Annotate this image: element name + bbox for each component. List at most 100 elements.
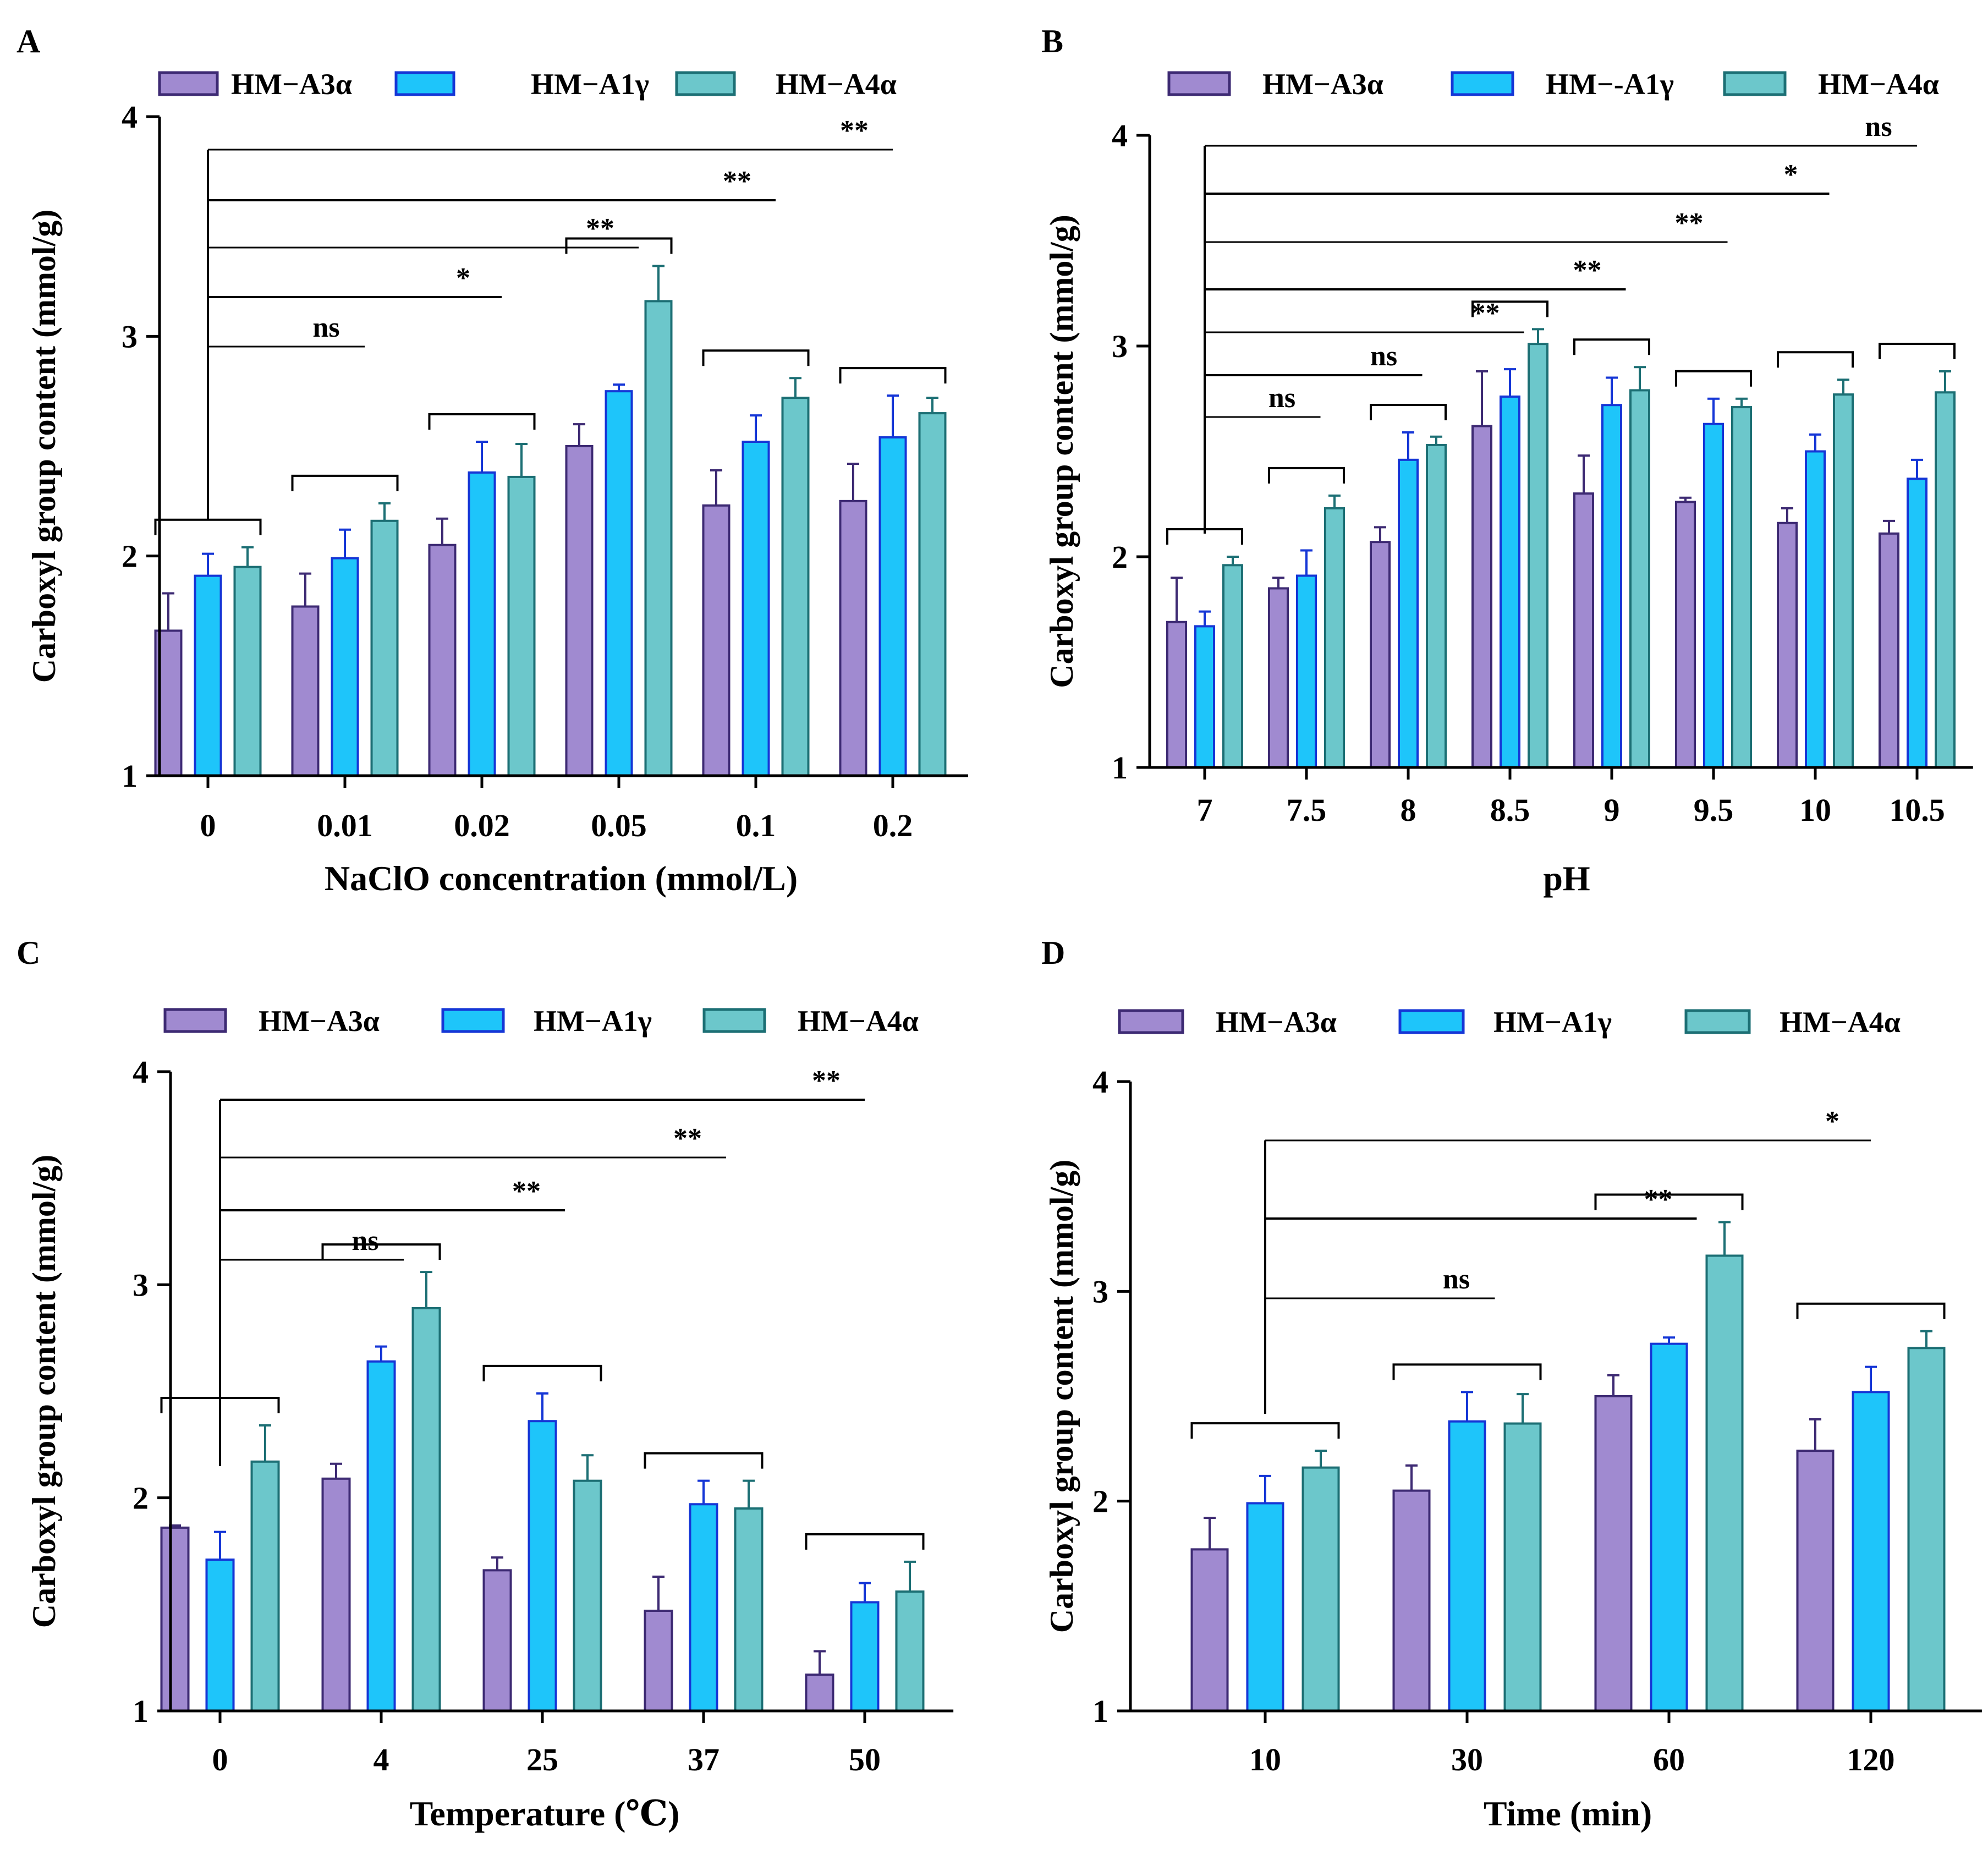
significance-label: ** <box>512 1176 541 1207</box>
legend-label: HM−A3α <box>1262 68 1383 101</box>
bar <box>1731 406 1752 769</box>
legend-swatch <box>675 71 736 96</box>
legend-swatch <box>1118 1009 1184 1034</box>
bar <box>1268 587 1289 769</box>
group-bracket <box>1370 404 1447 421</box>
legend-label: HM−A4α <box>798 1005 919 1038</box>
bar <box>370 519 399 777</box>
bar <box>1675 501 1696 769</box>
legend-swatch <box>702 1008 766 1033</box>
bar <box>1805 450 1826 769</box>
bar <box>1907 478 1927 769</box>
bar <box>1833 393 1854 769</box>
y-tick-label: 1 <box>133 1693 149 1729</box>
group-bracket <box>428 413 536 430</box>
significance-label: ** <box>840 115 869 146</box>
bar <box>366 1360 396 1713</box>
bar <box>644 1609 673 1713</box>
y-tick-label: 2 <box>133 1480 149 1516</box>
bar <box>1601 404 1622 769</box>
legend-swatch <box>394 71 455 96</box>
group-bracket <box>291 474 399 491</box>
group-bracket <box>805 1533 925 1550</box>
x-tick-label: 120 <box>1847 1742 1895 1777</box>
group-bracket <box>1675 370 1752 387</box>
y-axis-title: Carboxyl group content (mmol/g) <box>1044 215 1080 688</box>
bar <box>1503 1422 1542 1712</box>
group-bracket <box>1879 342 1956 359</box>
bar <box>895 1590 925 1712</box>
bar <box>1703 423 1724 769</box>
group-bracket <box>1573 338 1650 355</box>
significance-label: ** <box>1471 298 1500 329</box>
y-tick-label: 4 <box>122 99 138 135</box>
bar <box>528 1420 557 1712</box>
significance-label: ** <box>673 1123 702 1154</box>
y-tick-label: 3 <box>133 1267 149 1303</box>
group-bracket <box>1796 1302 1946 1319</box>
legend-label: HM−A4α <box>1780 1006 1901 1039</box>
legend-label: HM−A3α <box>1216 1006 1337 1039</box>
bar <box>878 436 907 777</box>
legend-label: HM−A1γ <box>534 1005 652 1038</box>
bar <box>1907 1347 1946 1712</box>
x-tick-label: 30 <box>1451 1742 1483 1777</box>
bar <box>1222 564 1243 769</box>
x-tick-label: 25 <box>526 1742 558 1777</box>
bar <box>1650 1342 1688 1713</box>
bar <box>291 605 320 777</box>
panel-A: A HM−A3α HM−A1γ HM−A4α 1 2 3 4 0 0.01 0.02 0.05 0.1 0… <box>17 23 968 898</box>
group-bracket <box>1471 300 1548 317</box>
legend-label: HM−A3α <box>231 68 352 101</box>
y-axis-title: Carboxyl group content (mmol/g) <box>26 210 62 683</box>
bar <box>1796 1450 1835 1713</box>
legend-label: HM−A4α <box>1818 68 1939 101</box>
x-axis-title: Temperature (℃) <box>410 1794 680 1833</box>
bar <box>644 300 673 777</box>
x-axis-title: pH <box>1543 859 1590 898</box>
legend-label: HM−A4α <box>776 68 897 101</box>
bar <box>565 445 594 777</box>
legend-swatch <box>163 1008 227 1033</box>
significance-label: ** <box>586 213 614 244</box>
x-axis-title: NaClO concentration (mmol/L) <box>325 859 798 898</box>
legend-swatch <box>441 1008 505 1033</box>
legend-swatch <box>1684 1009 1751 1034</box>
significance-label: ** <box>723 166 751 197</box>
y-tick-label: 4 <box>1112 118 1128 153</box>
x-tick-label: 4 <box>374 1742 389 1777</box>
group-bracket <box>154 518 262 535</box>
bar <box>1190 1548 1229 1712</box>
bar <box>482 1569 512 1713</box>
bar <box>734 1507 764 1713</box>
x-tick-label: 9 <box>1604 792 1620 828</box>
legend-swatch <box>158 71 219 96</box>
x-tick-label: 10.5 <box>1889 792 1945 828</box>
group-bracket <box>565 237 673 254</box>
legend-label: HM−A1γ <box>531 68 649 101</box>
group-bracket <box>321 1243 441 1260</box>
panel-letter: B <box>1041 23 1063 59</box>
bar <box>331 557 359 777</box>
bar <box>742 441 770 777</box>
bar <box>411 1307 441 1712</box>
bar <box>1392 1489 1431 1713</box>
panel-C: C HM−A3α HM−A1γ HM−A4α 1 2 3 4 0 4 25 37 50 Temperatu… <box>17 935 954 1833</box>
group-bracket <box>1392 1363 1542 1380</box>
y-tick-label: 4 <box>133 1054 149 1090</box>
legend-label: HM−A1γ <box>1493 1006 1612 1039</box>
x-tick-label: 0 <box>200 808 216 843</box>
bar <box>1705 1254 1744 1712</box>
x-tick-label: 0.2 <box>873 808 913 843</box>
legend-swatch <box>1167 71 1231 96</box>
bar <box>1500 395 1520 769</box>
significance-label: * <box>1784 159 1798 190</box>
group-bracket <box>482 1364 602 1381</box>
bar <box>573 1479 602 1712</box>
bar <box>1296 574 1317 769</box>
x-axis-title: Time (min) <box>1484 1794 1652 1833</box>
bar <box>1426 444 1447 769</box>
y-tick-label: 3 <box>122 319 138 354</box>
legend-label: HM−-A1γ <box>1546 68 1674 101</box>
bar <box>1194 625 1215 769</box>
